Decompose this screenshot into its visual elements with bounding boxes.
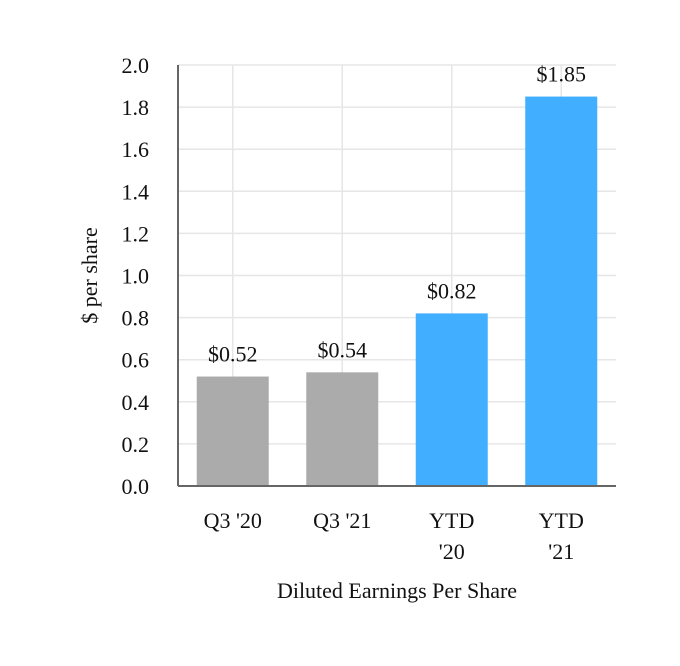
y-tick-label: 2.0: [122, 53, 150, 78]
data-label: $1.85: [537, 62, 587, 87]
bar: [306, 372, 379, 486]
y-tick-label: 1.2: [122, 221, 150, 246]
y-tick-label: 1.0: [122, 264, 150, 289]
category-labels: Q3 '20 Q3 '21 YTD '20 YTD '21: [204, 508, 584, 564]
x-tick-label: Q3 '21: [313, 508, 371, 533]
y-tick-label: 0.8: [122, 306, 150, 331]
data-labels: $0.52 $0.54 $0.82 $1.85: [208, 62, 586, 367]
y-tick-label: 0.4: [122, 390, 150, 415]
data-label: $0.82: [427, 278, 477, 303]
y-tick-label: 0.0: [122, 474, 150, 499]
axes: [177, 65, 616, 487]
x-tick-label: YTD: [539, 508, 584, 533]
data-label: $0.54: [318, 337, 368, 362]
y-tick-labels: 0.0 0.2 0.4 0.6 0.8 1.0 1.2 1.4 1.6 1.8 2.0: [122, 53, 150, 499]
x-axis-title: Diluted Earnings Per Share: [277, 578, 517, 603]
x-tick-label: Q3 '20: [204, 508, 262, 533]
y-tick-label: 0.6: [122, 348, 150, 373]
y-tick-label: 1.6: [122, 137, 150, 162]
bar: [196, 376, 269, 486]
bar: [525, 96, 598, 486]
x-tick-label: '20: [439, 539, 465, 564]
y-tick-label: 1.4: [122, 179, 150, 204]
data-label: $0.52: [208, 342, 258, 367]
bar: [415, 313, 488, 486]
y-tick-label: 1.8: [122, 95, 150, 120]
x-tick-label: YTD: [429, 508, 474, 533]
x-tick-label: '21: [548, 539, 574, 564]
y-tick-label: 0.2: [122, 432, 150, 457]
bars: [196, 96, 598, 486]
y-axis-title: $ per share: [77, 227, 102, 324]
